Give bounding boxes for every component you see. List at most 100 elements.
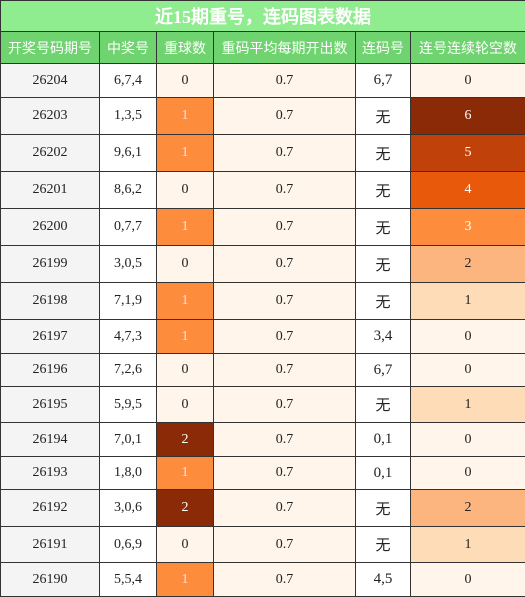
table-cell: 0.7 xyxy=(214,490,356,527)
table-cell: 2 xyxy=(411,246,525,283)
header-row: 开奖号码期号中奖号重球数重码平均每期开出数连码号连号连续轮空数 xyxy=(1,32,525,64)
table-cell: 1 xyxy=(157,209,214,246)
table-cell: 26194 xyxy=(1,423,100,457)
table-cell: 0.7 xyxy=(214,283,356,320)
table-cell: 5 xyxy=(411,135,525,172)
table-cell: 0 xyxy=(157,64,214,98)
table-cell: 3,0,6 xyxy=(100,490,157,527)
header-cell: 连号连续轮空数 xyxy=(411,32,525,64)
table-cell: 26199 xyxy=(1,246,100,283)
table-cell: 0 xyxy=(411,64,525,98)
table-cell: 0.7 xyxy=(214,209,356,246)
header-cell: 中奖号 xyxy=(100,32,157,64)
header-cell: 重球数 xyxy=(157,32,214,64)
table-cell: 5,5,4 xyxy=(100,563,157,597)
table-cell: 0 xyxy=(411,563,525,597)
table-cell: 26201 xyxy=(1,172,100,209)
table-cell: 26195 xyxy=(1,387,100,423)
table-cell: 无 xyxy=(356,135,411,172)
table-cell: 0 xyxy=(411,320,525,354)
table-cell: 1 xyxy=(157,457,214,490)
table-cell: 6,7,4 xyxy=(100,64,157,98)
table-cell: 无 xyxy=(356,209,411,246)
table-cell: 26200 xyxy=(1,209,100,246)
table-cell: 26191 xyxy=(1,527,100,563)
table-cell: 0.7 xyxy=(214,135,356,172)
table-cell: 3 xyxy=(411,209,525,246)
header-cell: 重码平均每期开出数 xyxy=(214,32,356,64)
table-cell: 无 xyxy=(356,490,411,527)
table-cell: 26198 xyxy=(1,283,100,320)
table-cell: 0 xyxy=(157,246,214,283)
table-title: 近15期重号，连码图表数据 xyxy=(1,1,525,32)
table-cell: 0.7 xyxy=(214,423,356,457)
table-cell: 1 xyxy=(411,527,525,563)
table-cell: 26193 xyxy=(1,457,100,490)
table-cell: 0.7 xyxy=(214,387,356,423)
table-cell: 7,2,6 xyxy=(100,354,157,387)
table-cell: 0 xyxy=(157,172,214,209)
table-cell: 1,8,0 xyxy=(100,457,157,490)
table-cell: 0 xyxy=(157,354,214,387)
table-cell: 0,6,9 xyxy=(100,527,157,563)
table-cell: 无 xyxy=(356,246,411,283)
table-cell: 0,7,7 xyxy=(100,209,157,246)
table-cell: 0.7 xyxy=(214,64,356,98)
table-cell: 0.7 xyxy=(214,457,356,490)
table-cell: 26202 xyxy=(1,135,100,172)
table-cell: 0.7 xyxy=(214,354,356,387)
table-cell: 1 xyxy=(157,283,214,320)
table-cell: 3,0,5 xyxy=(100,246,157,283)
table-cell: 无 xyxy=(356,387,411,423)
table-cell: 1 xyxy=(157,98,214,135)
table-cell: 26204 xyxy=(1,64,100,98)
table-cell: 0 xyxy=(411,423,525,457)
table-cell: 无 xyxy=(356,283,411,320)
table-cell: 2 xyxy=(411,490,525,527)
table-cell: 6,7 xyxy=(356,64,411,98)
table-cell: 4,5 xyxy=(356,563,411,597)
table-cell: 0.7 xyxy=(214,320,356,354)
table-cell: 0.7 xyxy=(214,563,356,597)
table-cell: 0 xyxy=(411,457,525,490)
table-cell: 0 xyxy=(157,527,214,563)
table-cell: 0.7 xyxy=(214,246,356,283)
table-cell: 无 xyxy=(356,172,411,209)
table-cell: 6,7 xyxy=(356,354,411,387)
table-cell: 0 xyxy=(157,387,214,423)
table-cell: 7,1,9 xyxy=(100,283,157,320)
table-cell: 26190 xyxy=(1,563,100,597)
table-cell: 4 xyxy=(411,172,525,209)
table-cell: 7,0,1 xyxy=(100,423,157,457)
header-cell: 开奖号码期号 xyxy=(1,32,100,64)
table-cell: 26203 xyxy=(1,98,100,135)
table-cell: 0 xyxy=(411,354,525,387)
table-cell: 0.7 xyxy=(214,98,356,135)
table-cell: 0.7 xyxy=(214,527,356,563)
table-cell: 2 xyxy=(157,490,214,527)
header-cell: 连码号 xyxy=(356,32,411,64)
table-cell: 26192 xyxy=(1,490,100,527)
table-cell: 1 xyxy=(411,387,525,423)
table-cell: 5,9,5 xyxy=(100,387,157,423)
table-cell: 1,3,5 xyxy=(100,98,157,135)
table-cell: 无 xyxy=(356,527,411,563)
table-cell: 6 xyxy=(411,98,525,135)
table-cell: 26197 xyxy=(1,320,100,354)
table-cell: 0,1 xyxy=(356,457,411,490)
table-cell: 无 xyxy=(356,98,411,135)
